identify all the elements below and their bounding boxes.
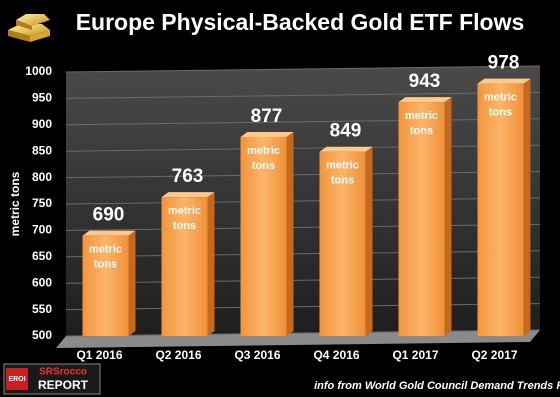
x-tick-label: Q1 2017 [392, 348, 438, 362]
y-tick-label: 550 [32, 302, 52, 316]
bar-top [477, 78, 531, 84]
grid-line [65, 144, 541, 152]
bar-side [286, 131, 294, 336]
data-label: 849 [330, 121, 362, 142]
chart-title: Europe Physical-Backed Gold ETF Flows [76, 9, 525, 35]
grid-line [65, 329, 541, 337]
y-tick-label: 950 [32, 91, 52, 105]
data-label: 978 [488, 53, 520, 74]
y-axis-label: metric tons [8, 171, 22, 236]
bar-side [444, 97, 452, 336]
logo-line1: SRSrocco [39, 367, 87, 378]
y-tick-label: 850 [32, 143, 52, 157]
bar-unit-label: metric tons [247, 145, 280, 172]
grid-line [65, 197, 541, 205]
grid-line [65, 65, 541, 73]
logo-badge-box [6, 368, 28, 390]
gold-icon [8, 14, 50, 42]
y-tick-label: 1000 [25, 64, 52, 78]
x-tick-label: Q3 2016 [234, 348, 280, 362]
grid-line [65, 118, 541, 126]
bar-unit-label: metric tons [405, 110, 438, 137]
bar [161, 197, 208, 336]
bar-unit-label: metric tons [326, 160, 359, 187]
x-tick-label: Q2 2016 [155, 348, 201, 362]
bar-top [398, 97, 452, 103]
bar-unit-label: metric tons [89, 244, 122, 271]
bar-side [523, 78, 531, 336]
x-tick-label: Q4 2016 [313, 348, 359, 362]
data-label: 690 [93, 205, 125, 226]
data-label: 877 [251, 106, 283, 127]
y-tick-label: 600 [32, 275, 52, 289]
bar-top [161, 192, 215, 198]
y-tick-label: 900 [32, 117, 52, 131]
bar-unit-label: metric tons [484, 92, 517, 119]
x-tick-label: Q1 2016 [76, 348, 122, 362]
bar-unit-label: metric tons [168, 205, 201, 232]
x-tick-label: Q2 2017 [471, 348, 517, 362]
y-tick-label: 700 [32, 223, 52, 237]
logo-badge: EROI [8, 376, 25, 383]
grid-line [65, 223, 541, 231]
y-tick-label: 750 [32, 196, 52, 210]
grid-line [65, 276, 541, 284]
bar [319, 151, 366, 336]
bar-side [365, 146, 373, 336]
y-tick-label: 500 [32, 328, 52, 342]
data-label: 943 [409, 71, 441, 92]
bar [240, 136, 287, 336]
bar [477, 83, 524, 336]
grid-line [65, 303, 541, 311]
bar-side [128, 230, 136, 336]
data-label: 763 [172, 166, 204, 187]
logo-line2: REPORT [38, 378, 89, 392]
bar [82, 235, 129, 336]
bar [398, 102, 445, 336]
bar-top [82, 230, 136, 236]
grid-line [65, 171, 541, 179]
bar-top [240, 131, 294, 137]
y-tick-label: 800 [32, 170, 52, 184]
y-tick-label: 650 [32, 249, 52, 263]
bar-top [319, 146, 373, 152]
source-note: info from World Gold Council Demand Tren… [314, 380, 560, 392]
grid-line [65, 250, 541, 258]
bar-side [207, 192, 215, 336]
grid-line [65, 91, 541, 99]
logo: EROI SRSrocco REPORT [3, 363, 101, 395]
